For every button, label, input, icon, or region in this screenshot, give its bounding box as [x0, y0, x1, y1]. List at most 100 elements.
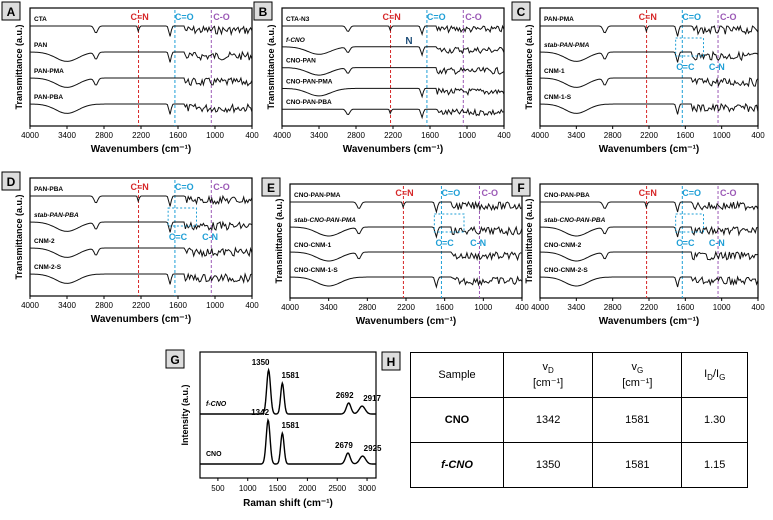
cc-annotation: C=C [676, 62, 695, 72]
band-label: C-O [720, 188, 737, 198]
cell-vg: 1581 [592, 397, 683, 443]
x-tick-label: 1000 [713, 131, 731, 140]
panel-label: H [387, 355, 396, 369]
band-label: C≡N [639, 12, 657, 22]
x-tick-label: 3400 [310, 131, 328, 140]
x-axis-label: Wavenumbers (cm⁻¹) [343, 144, 443, 155]
th-vd: vD [cm⁻¹] [502, 352, 594, 398]
x-axis-label: Wavenumbers (cm⁻¹) [356, 316, 456, 327]
peak-label: 2692 [336, 391, 354, 400]
x-tick-label: 1600 [436, 303, 454, 312]
x-tick-label: 2200 [397, 303, 415, 312]
x-tick-label: 2200 [640, 303, 658, 312]
cell-vg: 1581 [592, 442, 683, 488]
raman-series-label: f-CNO [206, 401, 227, 408]
ftir-trace [289, 275, 523, 289]
highlight-box [675, 213, 705, 233]
panel-label-box [165, 349, 185, 369]
band-label: C=O [175, 182, 194, 192]
x-tick-label: 1000 [458, 131, 476, 140]
peak-label: 2917 [363, 394, 381, 403]
x-tick-label: 3400 [58, 131, 76, 140]
x-tick-label: 1000 [239, 484, 257, 493]
x-tick-label: 1600 [676, 303, 694, 312]
x-tick-label: 2800 [604, 131, 622, 140]
panel-label-box [511, 177, 531, 197]
x-tick-label: 2200 [384, 131, 402, 140]
trace-label: PAN-PBA [34, 186, 63, 193]
ftir-trace [540, 24, 759, 37]
x-tick-label: 400 [245, 301, 259, 310]
x-tick-label: 2200 [132, 131, 150, 140]
table-row: f-CNO 1350 1581 1.15 [410, 442, 748, 488]
band-label: C-O [213, 12, 230, 22]
panel-label: G [170, 353, 179, 367]
panel-label-box [1, 171, 21, 191]
x-tick-label: 2200 [640, 131, 658, 140]
ftir-trace [539, 77, 759, 88]
ftir-trace [540, 200, 759, 213]
x-tick-label: 2800 [95, 131, 113, 140]
raman-trace [200, 417, 376, 465]
cc-annotation: C=C [436, 238, 455, 248]
plot-frame [289, 183, 523, 299]
peak-label: 1342 [251, 408, 269, 417]
band-label: C-O [481, 188, 498, 198]
trace-label: CNM-1 [544, 68, 565, 75]
band-label: C-O [720, 12, 737, 22]
ftir-trace [282, 107, 505, 120]
ftir-trace [539, 275, 759, 288]
x-tick-label: 1000 [474, 303, 492, 312]
raman-trace [200, 367, 376, 415]
ftir-trace [29, 76, 253, 88]
y-axis-label: Transmittance (a.u.) [524, 198, 534, 283]
ftir-trace [281, 87, 505, 99]
ftir-trace [281, 46, 505, 57]
x-axis-label: Wavenumbers (cm⁻¹) [91, 314, 191, 325]
trace-label: CNO-CNM-2 [544, 242, 582, 249]
band-label: C=O [682, 12, 701, 22]
ftir-trace [29, 272, 253, 285]
trace-label: CNO-CNM-1 [294, 242, 332, 249]
ftir-trace [289, 225, 523, 239]
ftir-trace [30, 24, 253, 37]
trace-label: stab-CNO-PAN-PMA [294, 217, 356, 224]
band-label: C=O [441, 188, 460, 198]
x-tick-label: 2500 [328, 484, 346, 493]
x-tick-label: 400 [515, 303, 529, 312]
x-tick-label: 1600 [676, 131, 694, 140]
band-label: C-O [213, 182, 230, 192]
panel-label: E [267, 181, 275, 195]
x-tick-label: 2200 [132, 301, 150, 310]
x-tick-label: 400 [497, 131, 511, 140]
trace-label: CNO-PAN-PMA [294, 192, 341, 199]
cn-annotation: C-N [709, 62, 725, 72]
trace-label: stab-PAN-PBA [34, 212, 79, 219]
x-tick-label: 3400 [58, 301, 76, 310]
y-axis-label: Transmittance (a.u.) [274, 198, 284, 283]
th-sample: Sample [410, 352, 504, 398]
trace-label: CNO-CNM-1-S [294, 267, 338, 274]
cell-vd: 1350 [502, 442, 594, 488]
x-tick-label: 3400 [567, 131, 585, 140]
trace-label: CNO-PAN [286, 58, 316, 65]
trace-label: CNO-PAN-PBA [286, 99, 332, 106]
trace-label: PAN-PBA [34, 94, 63, 101]
band-label: C≡N [383, 12, 401, 22]
ftir-trace [539, 102, 759, 115]
panel-label: D [7, 175, 16, 189]
band-label: C≡N [395, 188, 413, 198]
band-label: C-O [465, 12, 482, 22]
cc-annotation: C=C [169, 232, 188, 242]
cell-sample: CNO [410, 397, 504, 443]
x-tick-label: 400 [751, 303, 765, 312]
ftir-trace [29, 102, 253, 115]
ftir-trace [281, 66, 505, 76]
x-tick-label: 2800 [358, 303, 376, 312]
panel-label-box [511, 1, 531, 21]
panel-label-box [261, 177, 281, 197]
trace-label: CNO-PAN-PMA [286, 78, 333, 85]
ftir-trace [29, 220, 253, 233]
